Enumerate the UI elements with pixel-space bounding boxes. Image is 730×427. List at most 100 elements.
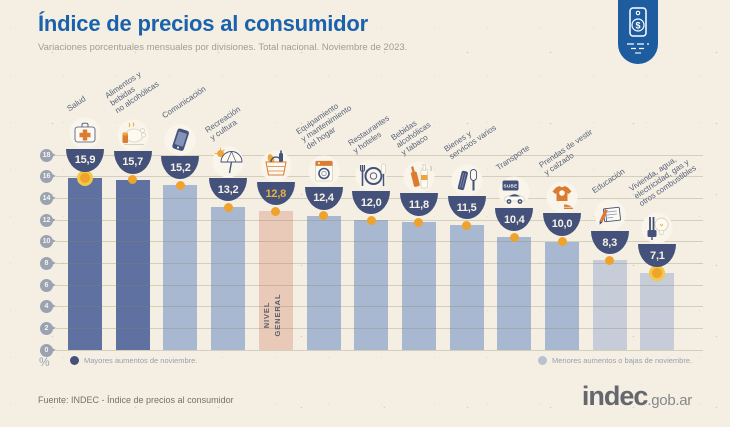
y-axis-tick: 10 [40, 235, 56, 249]
category-icon-wrap: SUBE [497, 175, 531, 209]
category-icon-wrap [211, 145, 245, 179]
bar-division [68, 177, 102, 350]
bar-division [115, 179, 150, 350]
price-tag-icon: $ [627, 7, 649, 54]
indec-logo-suffix: .gob.ar [647, 392, 692, 409]
bar-division [545, 241, 579, 350]
y-axis-tick: 8 [40, 256, 56, 270]
first-aid-kit-icon [69, 117, 101, 149]
bar-division [497, 237, 532, 350]
category-icon-wrap [307, 154, 341, 188]
y-axis-tick-label: 6 [44, 281, 49, 289]
indec-logo: indec .gob.ar [582, 381, 692, 412]
value-bowl: 13,2 [209, 178, 248, 201]
y-axis-tick: 6 [40, 278, 56, 292]
bar-value-label: 10,4 [503, 213, 525, 226]
category-label: Recreación y cultura [203, 104, 243, 143]
category-icon-wrap [450, 163, 484, 197]
dot-icon [366, 215, 376, 225]
category-label: Prendas de vestir y calzado [537, 127, 595, 177]
value-bowl: 8,3 [590, 231, 629, 255]
value-bowl: 12,4 [304, 186, 343, 210]
gridline [56, 262, 703, 264]
legend-high-dot-icon [70, 356, 79, 365]
category-label: Bebidas alcohólicas y tabaco [389, 118, 433, 158]
bar-division [354, 220, 389, 350]
category-label: Transporte [494, 143, 532, 173]
legend-high: Mayores aumentos de noviembre. [70, 356, 197, 365]
svg-text:SUBE: SUBE [504, 184, 518, 189]
bar-division [401, 222, 436, 350]
bar-value-label: 10,0 [551, 218, 573, 231]
tshirt-shoe-icon [546, 181, 578, 213]
dot-icon [557, 237, 567, 247]
bar-division [211, 207, 246, 350]
page-subtitle: Variaciones porcentuales mensuales por d… [38, 42, 408, 53]
gridline [56, 327, 703, 329]
dot-icon [509, 232, 519, 242]
shopping-basket-icon [260, 150, 292, 182]
page-title: Índice de precios al consumidor [38, 11, 368, 36]
y-axis-tick-label: 12 [42, 216, 51, 224]
y-axis-tick: 14 [40, 191, 56, 205]
comb-razor-icon [451, 164, 483, 196]
plate-cutlery-icon [355, 159, 387, 191]
legend-low-label: Menores aumentos o bajas de noviembre. [552, 356, 693, 365]
bar-value-label: 7,1 [650, 249, 665, 262]
bar-value-label: 12,0 [360, 196, 382, 209]
svg-text:$: $ [635, 20, 640, 30]
y-axis-tick: 2 [40, 321, 56, 335]
gridline [56, 219, 703, 221]
y-axis-tick: 12 [40, 213, 56, 227]
category-label: Comunicación [160, 84, 208, 121]
gridline [56, 349, 703, 351]
category-label: Alimentos y bebidas no alcohólicas [103, 69, 161, 116]
dot-icon [271, 206, 281, 216]
gridline [56, 284, 703, 286]
notebook-pencil-icon [594, 199, 626, 231]
bar-value-label: 15,9 [74, 154, 96, 167]
dot-icon [175, 180, 185, 190]
bar-division [163, 185, 198, 350]
value-bowl: 15,2 [161, 156, 200, 180]
bar-value-label: 11,8 [408, 198, 429, 211]
bulb-plug-icon [641, 212, 673, 244]
bar-nivel-general [258, 211, 293, 350]
y-axis-unit-label: % [39, 355, 50, 369]
dot-icon [128, 175, 138, 185]
bar-value-label: 12,4 [313, 192, 334, 205]
value-bowl: 15,9 [66, 148, 104, 172]
value-bowl: 15,7 [113, 150, 152, 174]
category-icon-wrap [68, 116, 102, 150]
washing-machine-icon [308, 155, 339, 187]
category-icon-wrap [116, 118, 150, 152]
category-label: Salud [65, 94, 88, 113]
y-axis-tick: 0 [40, 343, 56, 357]
legend-low-dot-icon [538, 356, 547, 365]
dot-icon [223, 202, 233, 212]
bar-value-label: 11,5 [456, 201, 477, 214]
gridline [56, 241, 703, 243]
y-axis-tick-label: 16 [42, 173, 51, 181]
category-icon-wrap [593, 198, 627, 232]
bar-value-label: 15,7 [122, 156, 143, 169]
y-axis-tick: 18 [40, 148, 56, 162]
bar-value-label: 8,3 [602, 236, 618, 249]
category-icon-wrap [354, 158, 388, 192]
y-axis-tick: 4 [40, 300, 56, 314]
bar-division [592, 260, 627, 350]
value-bowl: 7,1 [638, 244, 677, 268]
category-icon-wrap [545, 180, 579, 214]
category-label: Vivienda, agua, electricidad, gas y otro… [627, 155, 699, 209]
legend-high-label: Mayores aumentos de noviembre. [84, 356, 198, 365]
bar-value-label: 12,8 [265, 187, 287, 200]
y-axis-tick-label: 14 [42, 194, 51, 202]
category-icon-wrap [402, 160, 436, 194]
value-bowl: 11,8 [399, 193, 438, 217]
dot-icon [462, 220, 472, 230]
dot-icon [414, 217, 424, 227]
bottles-icon [403, 161, 435, 193]
y-axis-tick-label: 10 [42, 238, 51, 246]
nivel-general-label: NIVEL GENERAL [261, 293, 283, 337]
bar-value-label: 13,2 [217, 183, 239, 196]
